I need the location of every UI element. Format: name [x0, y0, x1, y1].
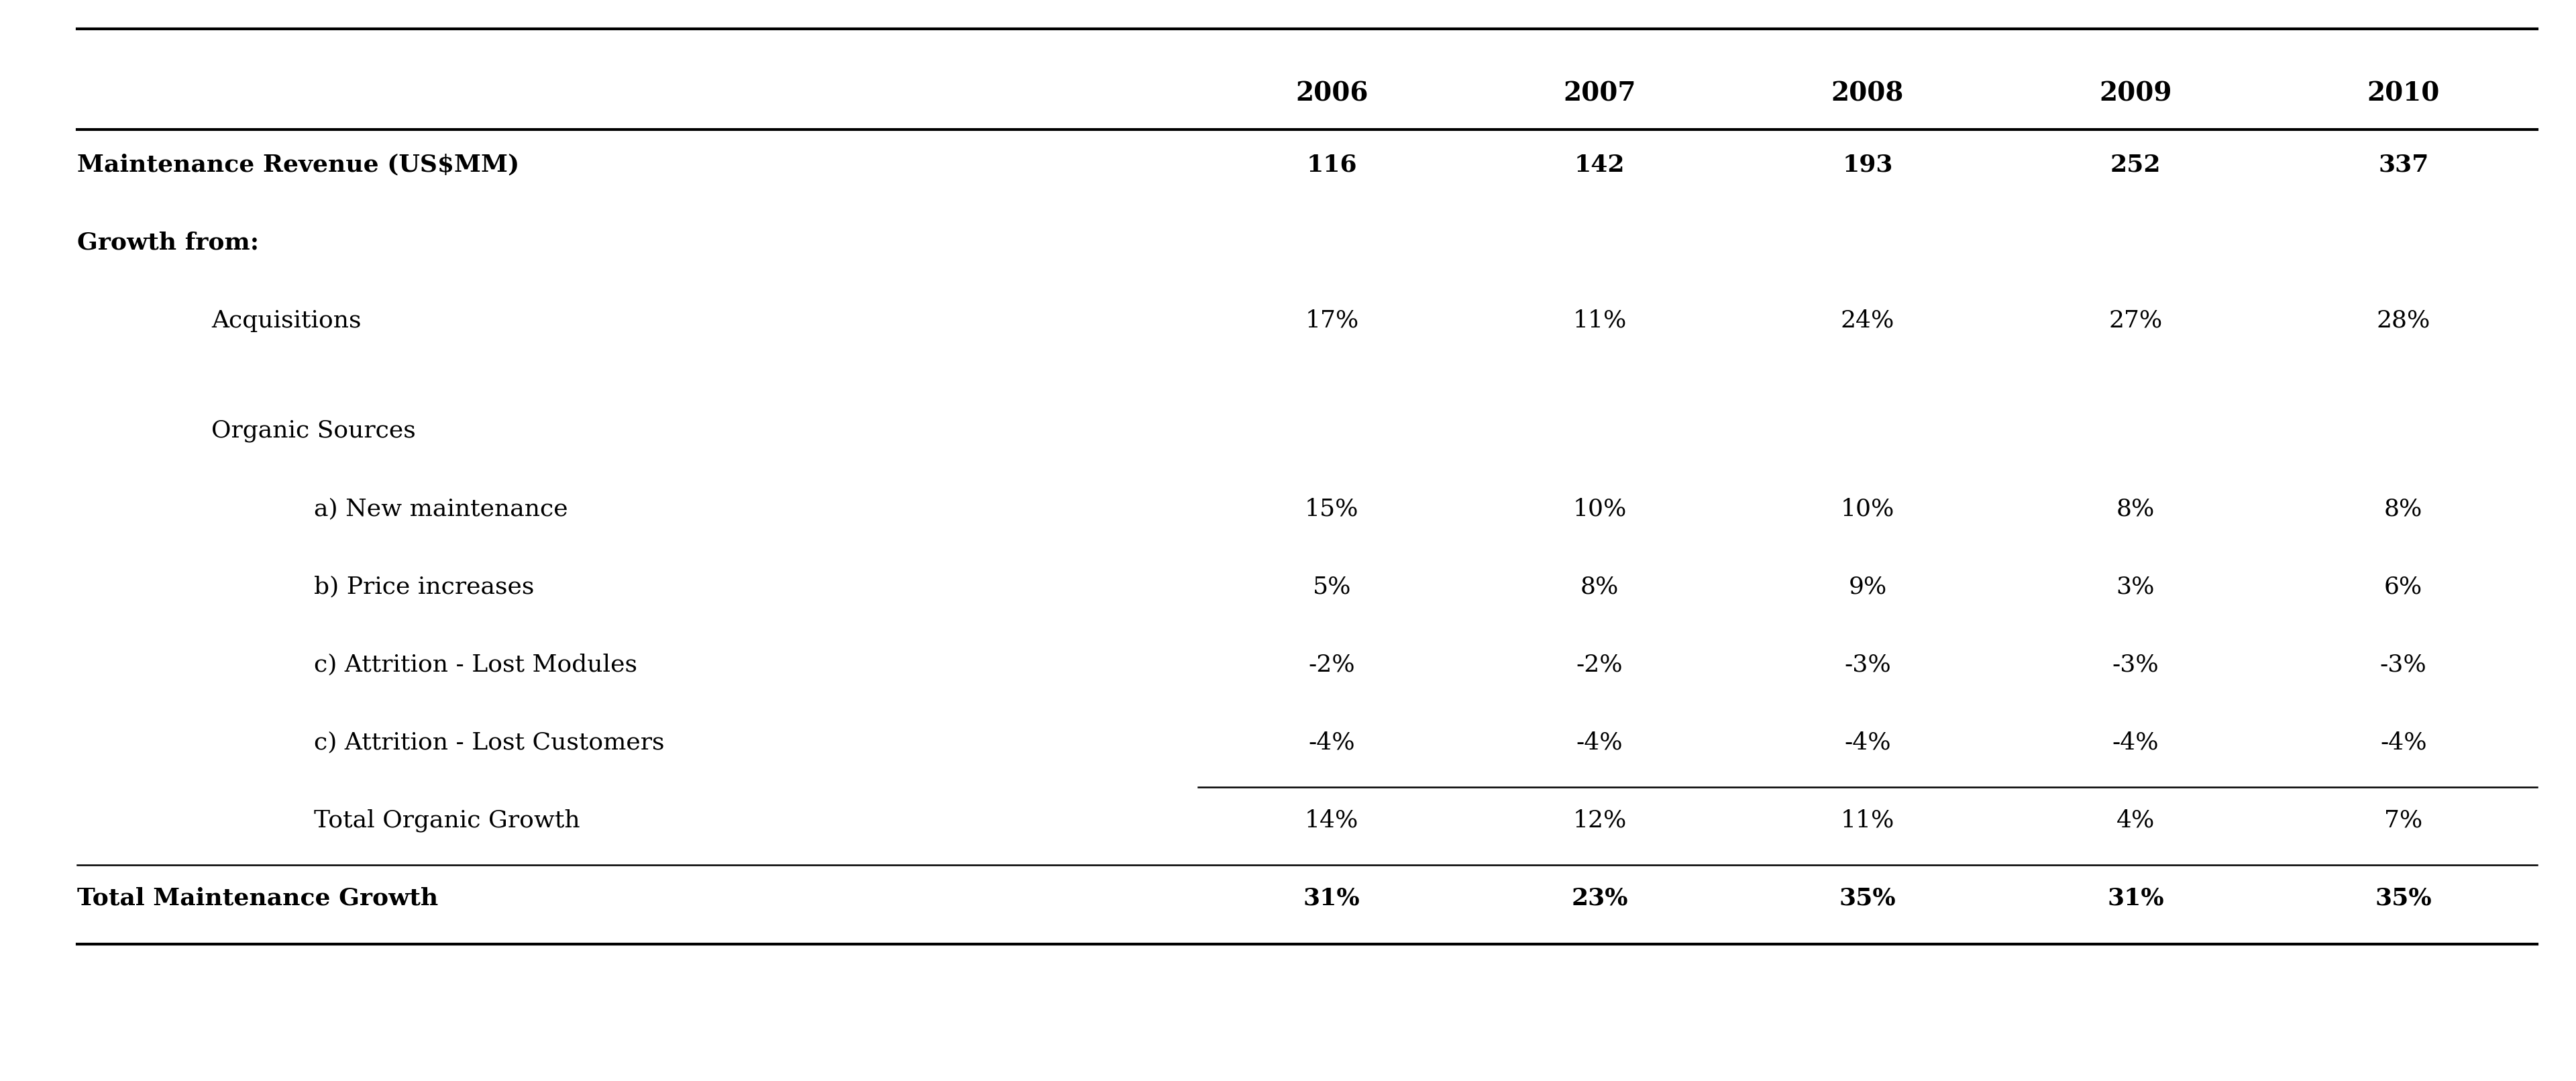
Text: c) Attrition - Lost Customers: c) Attrition - Lost Customers: [314, 731, 665, 753]
Text: Total Maintenance Growth: Total Maintenance Growth: [77, 886, 438, 909]
Text: a) New maintenance: a) New maintenance: [314, 497, 569, 520]
Text: 142: 142: [1574, 154, 1625, 176]
Text: Organic Sources: Organic Sources: [211, 419, 415, 442]
Text: 6%: 6%: [2385, 575, 2421, 598]
Text: 35%: 35%: [1839, 886, 1896, 909]
Text: -2%: -2%: [1309, 653, 1355, 676]
Text: 31%: 31%: [1303, 886, 1360, 909]
Text: 12%: 12%: [1574, 809, 1625, 831]
Text: 11%: 11%: [1574, 309, 1625, 332]
Text: Maintenance Revenue (US$MM): Maintenance Revenue (US$MM): [77, 154, 520, 176]
Text: 35%: 35%: [2375, 886, 2432, 909]
Text: 10%: 10%: [1842, 497, 1893, 520]
Text: 7%: 7%: [2385, 809, 2421, 831]
Text: 337: 337: [2378, 154, 2429, 176]
Text: 27%: 27%: [2110, 309, 2161, 332]
Text: 31%: 31%: [2107, 886, 2164, 909]
Text: Total Organic Growth: Total Organic Growth: [314, 809, 580, 831]
Text: 3%: 3%: [2117, 575, 2154, 598]
Text: 8%: 8%: [2117, 497, 2154, 520]
Text: b) Price increases: b) Price increases: [314, 575, 536, 598]
Text: -3%: -3%: [1844, 653, 1891, 676]
Text: 2008: 2008: [1832, 81, 1904, 107]
Text: 9%: 9%: [1850, 575, 1886, 598]
Text: Growth from:: Growth from:: [77, 231, 260, 254]
Text: 8%: 8%: [2385, 497, 2421, 520]
Text: c) Attrition - Lost Modules: c) Attrition - Lost Modules: [314, 653, 639, 676]
Text: 24%: 24%: [1842, 309, 1893, 332]
Text: 10%: 10%: [1574, 497, 1625, 520]
Text: 23%: 23%: [1571, 886, 1628, 909]
Text: 14%: 14%: [1306, 809, 1358, 831]
Text: -2%: -2%: [1577, 653, 1623, 676]
Text: -3%: -3%: [2112, 653, 2159, 676]
Text: -4%: -4%: [1844, 731, 1891, 753]
Text: 252: 252: [2110, 154, 2161, 176]
Text: -4%: -4%: [1577, 731, 1623, 753]
Text: 17%: 17%: [1306, 309, 1358, 332]
Text: 11%: 11%: [1842, 809, 1893, 831]
Text: -4%: -4%: [1309, 731, 1355, 753]
Text: 2010: 2010: [2367, 81, 2439, 107]
Text: 2006: 2006: [1296, 81, 1368, 107]
Text: 15%: 15%: [1306, 497, 1358, 520]
Text: 4%: 4%: [2117, 809, 2154, 831]
Text: 116: 116: [1306, 154, 1358, 176]
Text: 2007: 2007: [1564, 81, 1636, 107]
Text: -4%: -4%: [2112, 731, 2159, 753]
Text: 2009: 2009: [2099, 81, 2172, 107]
Text: Acquisitions: Acquisitions: [211, 309, 361, 332]
Text: 193: 193: [1842, 154, 1893, 176]
Text: -4%: -4%: [2380, 731, 2427, 753]
Text: 8%: 8%: [1582, 575, 1618, 598]
Text: -3%: -3%: [2380, 653, 2427, 676]
Text: 5%: 5%: [1314, 575, 1350, 598]
Text: 28%: 28%: [2378, 309, 2429, 332]
